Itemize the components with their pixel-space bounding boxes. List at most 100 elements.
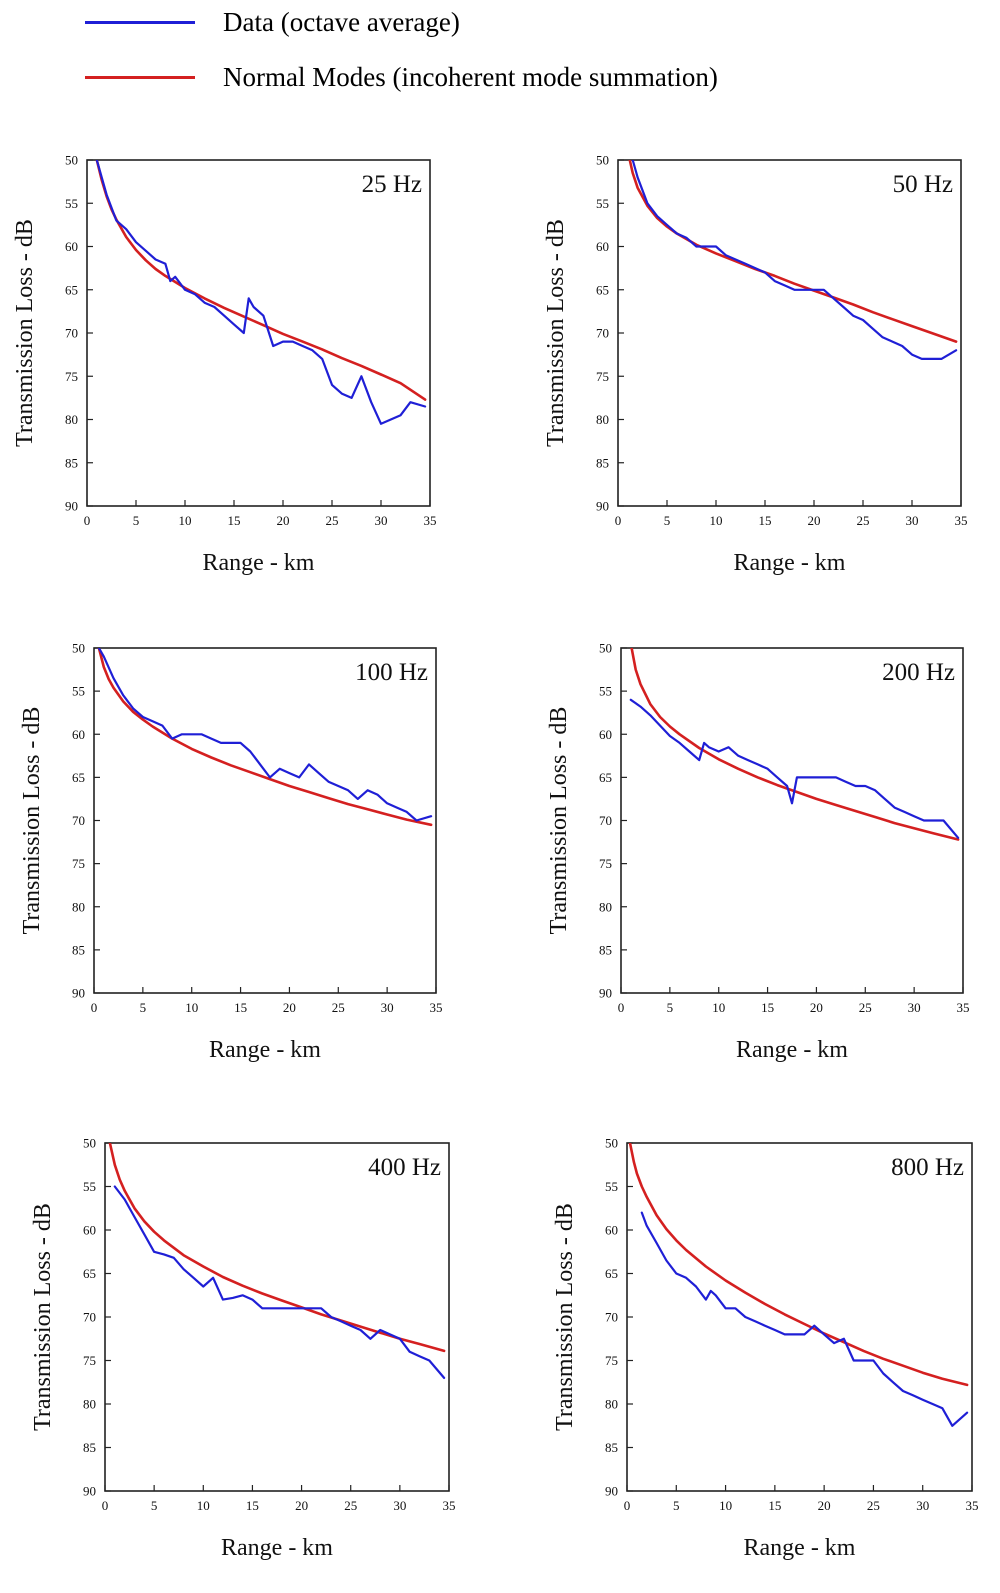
chart-4-data-line	[629, 698, 960, 839]
chart-3-y-tick-label: 65	[72, 770, 85, 785]
chart-4-y-axis-title: Transmission Loss - dB	[546, 707, 572, 935]
chart-1-x-tick-label: 5	[133, 513, 140, 528]
chart-5-y-tick-label: 65	[83, 1266, 96, 1281]
chart-3-plot-frame	[93, 647, 437, 994]
chart-6-x-tick-label: 30	[916, 1498, 929, 1513]
chart-6-x-tick-label: 20	[818, 1498, 831, 1513]
chart-4-x-tick-label: 25	[859, 1000, 872, 1015]
chart-2-y-tick-label: 60	[596, 239, 609, 254]
chart-5-y-tick-label: 50	[83, 1136, 96, 1151]
chart-2-x-tick-label: 10	[710, 513, 723, 528]
chart-1-x-axis-title: Range - km	[203, 550, 315, 576]
chart-6-x-tick-label: 0	[624, 1498, 631, 1513]
chart-2-x-tick-label: 20	[808, 513, 821, 528]
chart-5-y-tick-label: 75	[83, 1353, 96, 1368]
chart-2-x-tick-label: 25	[857, 513, 870, 528]
chart-6-y-tick-label: 55	[605, 1179, 618, 1194]
chart-1-x-tick-label: 30	[375, 513, 388, 528]
chart-2-data-line	[631, 160, 958, 360]
chart-5-x-tick-label: 25	[344, 1498, 357, 1513]
chart-5-data-line	[113, 1185, 446, 1380]
chart-4: 0 5 10 15 20 25 30 35 50 55 60 65 70 75 80 85 90 Range - …	[546, 641, 970, 1064]
chart-3-y-tick-label: 55	[72, 684, 85, 699]
chart-3-x-tick-label: 0	[91, 1000, 98, 1015]
chart-4-normal-modes-line	[630, 648, 960, 841]
legend-label-data: Data (octave average)	[223, 6, 460, 37]
chart-4-y-tick-label: 90	[599, 986, 612, 1001]
chart-3-x-tick-label: 30	[381, 1000, 394, 1015]
chart-4-x-tick-label: 5	[667, 1000, 674, 1015]
chart-2-y-tick-label: 55	[596, 196, 609, 211]
chart-6-y-tick-label: 65	[605, 1266, 618, 1281]
chart-5-y-tick-label: 60	[83, 1223, 96, 1238]
chart-6: 0 5 10 15 20 25 30 35 50 55 60 65 70 75 80 85 90 Range - …	[552, 1136, 979, 1562]
chart-6-y-axis-title: Transmission Loss - dB	[552, 1203, 578, 1431]
chart-4-x-tick-label: 10	[712, 1000, 725, 1015]
chart-3-x-tick-label: 5	[140, 1000, 147, 1015]
chart-5-x-tick-label: 5	[151, 1498, 158, 1513]
chart-6-x-tick-label: 10	[719, 1498, 732, 1513]
chart-3-x-axis-title: Range - km	[209, 1037, 321, 1063]
chart-4-frequency-label: 200 Hz	[882, 659, 955, 686]
chart-2-y-tick-label: 50	[596, 153, 609, 168]
chart-1-x-tick-label: 35	[424, 513, 437, 528]
legend-item-model: Normal Modes (incoherent mode summation)	[85, 57, 718, 97]
chart-2-x-tick-label: 30	[906, 513, 919, 528]
legend-swatch-data	[85, 20, 195, 24]
chart-1-frequency-label: 25 Hz	[362, 171, 422, 198]
chart-1-y-axis-title: Transmission Loss - dB	[12, 219, 38, 447]
chart-5-y-tick-label: 55	[83, 1179, 96, 1194]
chart-6-x-tick-label: 15	[768, 1498, 781, 1513]
chart-3-x-tick-label: 20	[283, 1000, 296, 1015]
chart-5-y-axis-title: Transmission Loss - dB	[30, 1203, 56, 1431]
chart-1-y-tick-label: 50	[65, 153, 78, 168]
chart-2-x-axis-title: Range - km	[734, 550, 846, 576]
chart-5-x-tick-label: 30	[393, 1498, 406, 1513]
chart-6-x-axis-title: Range - km	[744, 1535, 856, 1561]
legend-label-model: Normal Modes (incoherent mode summation)	[223, 61, 718, 92]
chart-6-y-tick-label: 60	[605, 1223, 618, 1238]
chart-2-frequency-label: 50 Hz	[893, 171, 953, 198]
chart-1: 0 5 10 15 20 25 30 35 50 55 60 65 70 75 80 85 90 Range - …	[12, 153, 437, 577]
chart-4-y-tick-label: 65	[599, 770, 612, 785]
chart-2-y-tick-label: 85	[596, 455, 609, 470]
chart-1-x-tick-label: 10	[179, 513, 192, 528]
chart-6-y-tick-label: 50	[605, 1136, 618, 1151]
chart-2-y-tick-label: 65	[596, 282, 609, 297]
chart-3-y-axis-title: Transmission Loss - dB	[19, 707, 45, 935]
chart-3-y-tick-label: 60	[72, 727, 85, 742]
chart-5-plot-frame	[104, 1142, 450, 1492]
chart-5-y-tick-label: 85	[83, 1440, 96, 1455]
chart-1-x-tick-label: 0	[84, 513, 91, 528]
chart-3-y-tick-label: 85	[72, 942, 85, 957]
chart-2-y-tick-label: 80	[596, 412, 609, 427]
chart-5-y-tick-label: 70	[83, 1310, 96, 1325]
chart-3-y-tick-label: 90	[72, 986, 85, 1001]
chart-1-y-tick-label: 85	[65, 455, 78, 470]
chart-4-x-axis-title: Range - km	[736, 1037, 848, 1063]
chart-5-x-tick-label: 35	[443, 1498, 456, 1513]
chart-4-x-tick-label: 35	[957, 1000, 970, 1015]
chart-2-y-tick-label: 90	[596, 499, 609, 514]
chart-1-y-tick-label: 65	[65, 282, 78, 297]
chart-5-frequency-label: 400 Hz	[368, 1154, 441, 1181]
chart-5-x-axis-title: Range - km	[221, 1535, 333, 1561]
chart-3-frequency-label: 100 Hz	[355, 659, 428, 686]
chart-2-x-tick-label: 5	[664, 513, 671, 528]
chart-3-data-line	[97, 648, 433, 822]
legend-swatch-model	[85, 75, 195, 79]
chart-3-y-tick-label: 75	[72, 856, 85, 871]
chart-4-y-tick-label: 75	[599, 856, 612, 871]
chart-1-y-tick-label: 60	[65, 239, 78, 254]
chart-6-y-tick-label: 75	[605, 1353, 618, 1368]
chart-3-x-tick-label: 15	[234, 1000, 247, 1015]
chart-5-x-tick-label: 0	[102, 1498, 109, 1513]
chart-6-normal-modes-line	[628, 1143, 969, 1387]
chart-1-x-tick-label: 15	[228, 513, 241, 528]
chart-3-y-tick-label: 50	[72, 641, 85, 656]
chart-6-y-tick-label: 90	[605, 1484, 618, 1499]
chart-3-y-tick-label: 70	[72, 813, 85, 828]
chart-1-data-line	[95, 160, 427, 425]
